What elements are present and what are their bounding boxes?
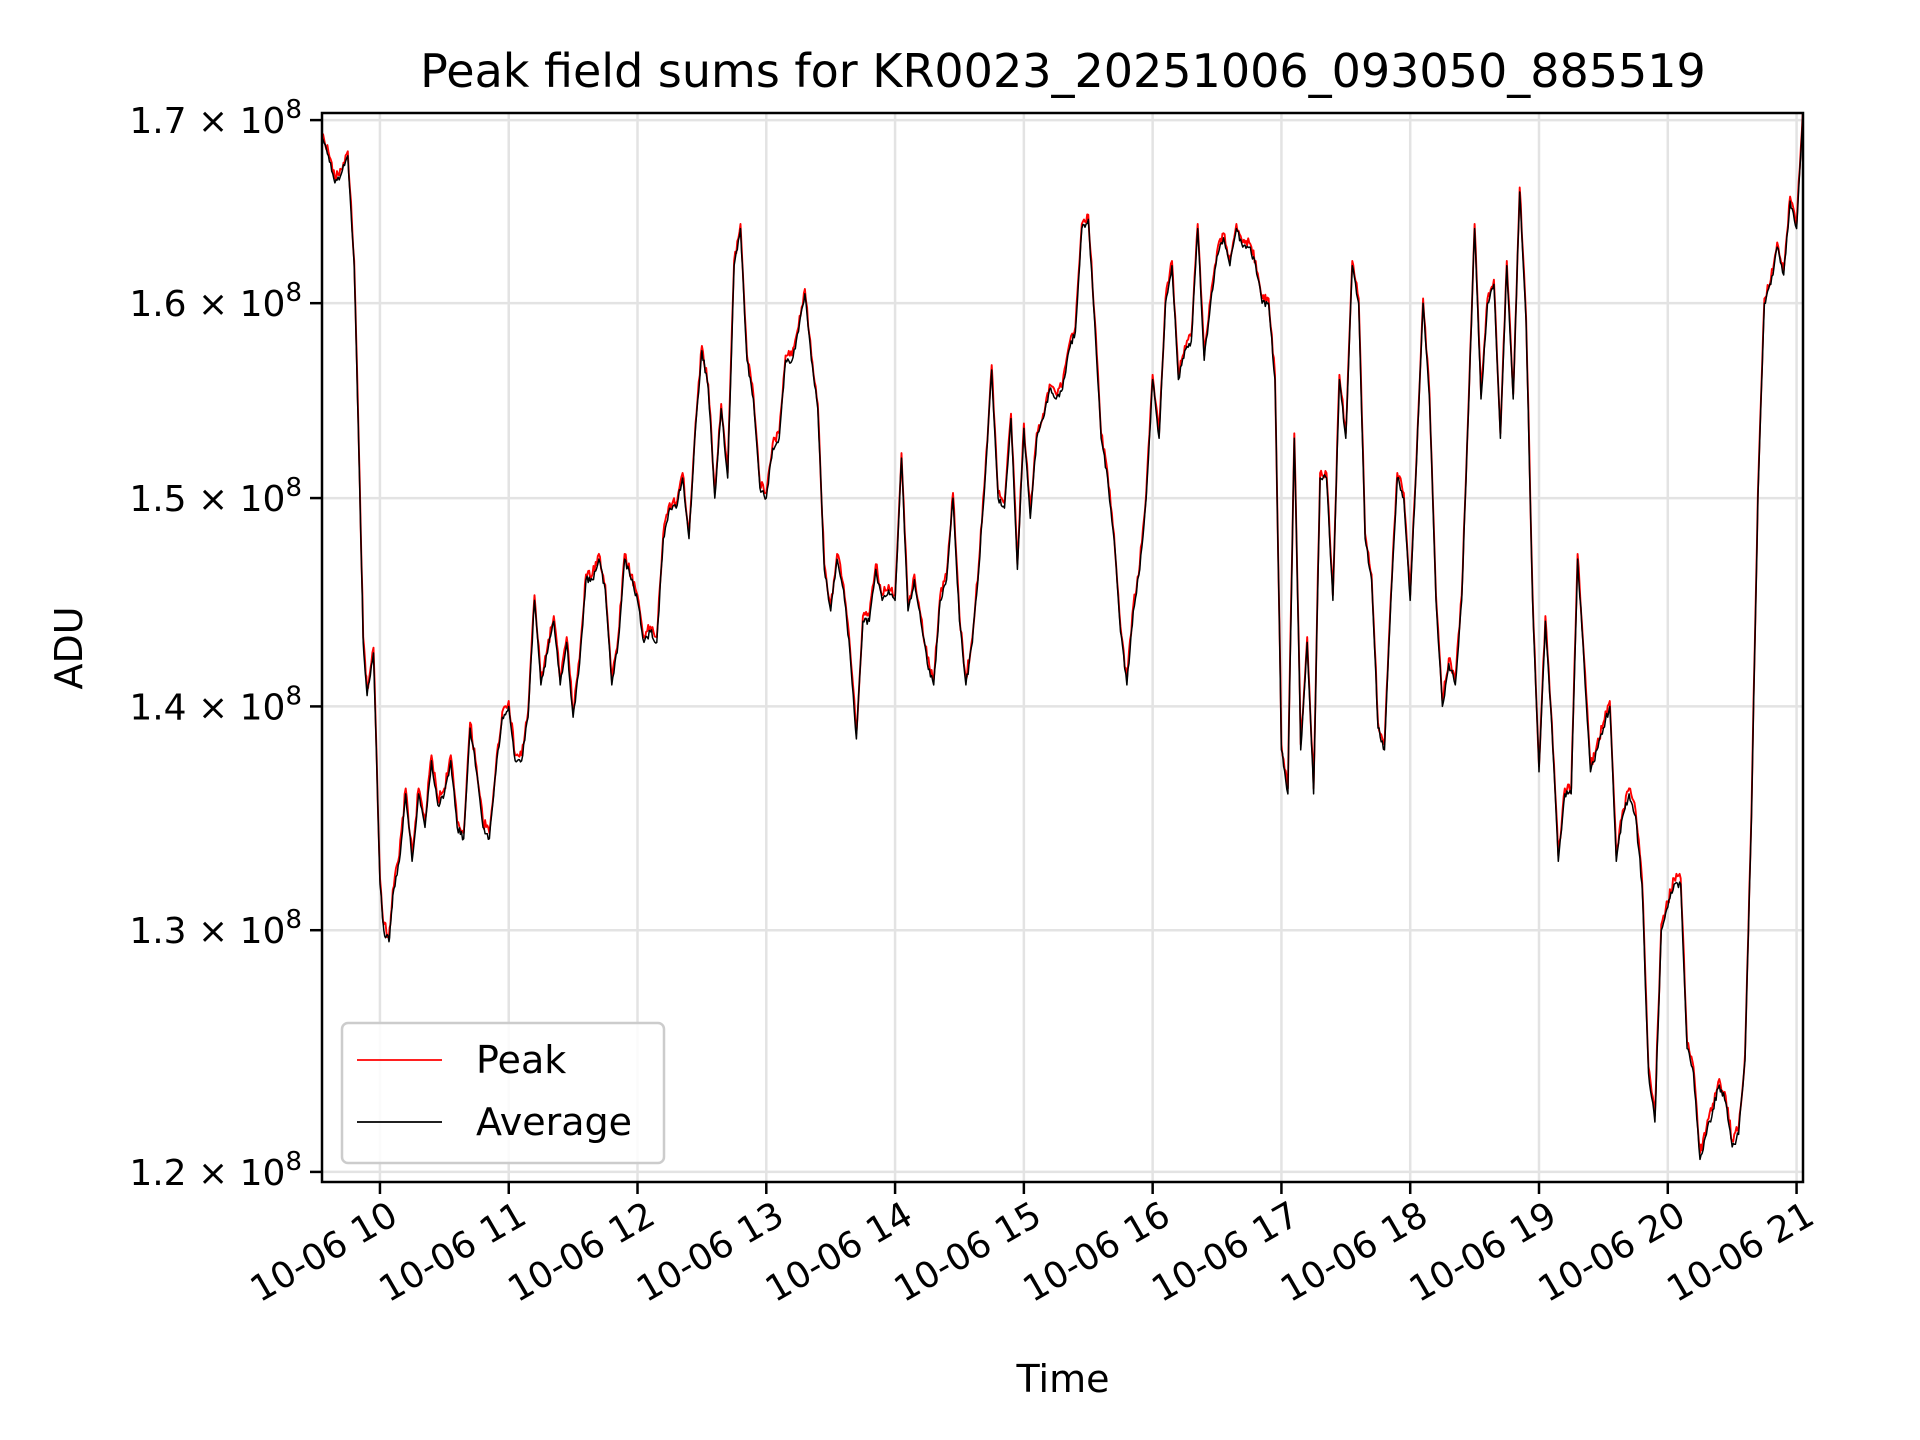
x-tick-label: 10-06 19 [1403, 1194, 1564, 1310]
y-tick-label: 1.5 × 108 [129, 473, 302, 520]
x-tick-label: 10-06 14 [759, 1194, 920, 1310]
y-axis-label: ADU [47, 606, 91, 689]
chart-title: Peak field sums for KR0023_20251006_0930… [420, 44, 1706, 98]
x-tick-label: 10-06 15 [888, 1194, 1049, 1310]
y-tick-label: 1.6 × 108 [129, 278, 302, 325]
legend-peak-label: Peak [476, 1038, 566, 1082]
series-lines [322, 113, 1803, 1161]
y-tick-label: 1.7 × 108 [129, 95, 302, 142]
y-tick-label: 1.2 × 108 [129, 1147, 302, 1194]
legend-average-label: Average [476, 1100, 632, 1144]
plot-frame [320, 111, 1805, 1184]
x-tick-label: 10-06 17 [1145, 1194, 1306, 1310]
x-tick-label: 10-06 21 [1660, 1194, 1821, 1310]
x-tick-label: 10-06 16 [1016, 1194, 1177, 1310]
x-tick-label: 10-06 10 [244, 1194, 405, 1310]
x-tick-label: 10-06 12 [501, 1194, 662, 1310]
legend-box [340, 1021, 666, 1165]
x-axis-label: Time [1016, 1357, 1110, 1401]
grid [322, 113, 1803, 1182]
x-tick-label: 10-06 11 [373, 1194, 534, 1310]
y-tick-label: 1.4 × 108 [129, 681, 302, 728]
x-tick-label: 10-06 20 [1532, 1194, 1693, 1310]
legend: Peak Average [340, 1021, 666, 1165]
series-line-average [322, 113, 1803, 1161]
x-tick-label: 10-06 13 [630, 1194, 791, 1310]
x-tick-label: 10-06 18 [1274, 1194, 1435, 1310]
series-line-peak [322, 113, 1803, 1155]
y-axis-ticks: 1.2 × 108 1.3 × 108 1.4 × 108 1.5 × 108 1.6 … [129, 95, 322, 1194]
y-tick-label: 1.3 × 108 [129, 905, 302, 952]
